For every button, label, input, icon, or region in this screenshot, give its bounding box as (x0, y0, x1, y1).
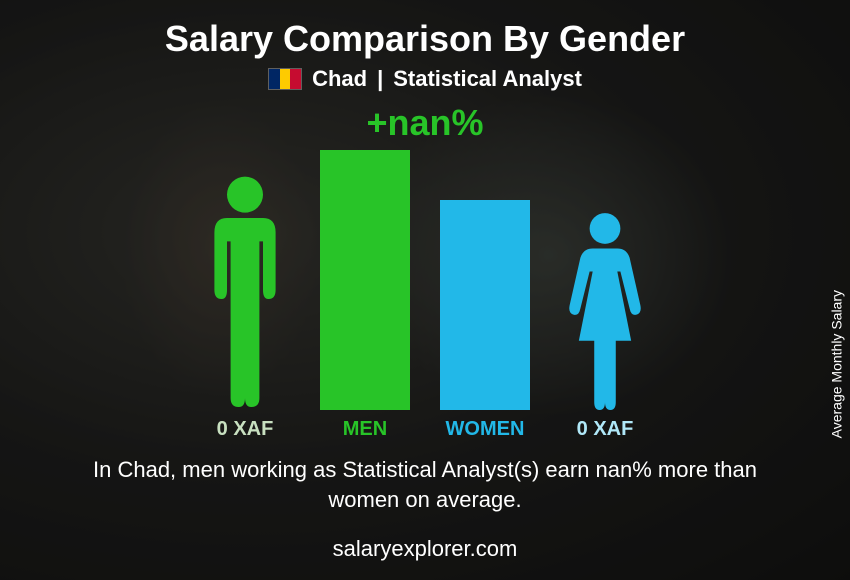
men-category-label: MEN (320, 418, 410, 441)
country-label: Chad (312, 66, 367, 92)
flag-icon (268, 68, 302, 90)
women-bar-column (440, 200, 530, 410)
yaxis-label: Average Monthly Salary (828, 290, 844, 438)
chart-labels-row: 0 XAF MEN WOMEN 0 XAF (0, 418, 850, 441)
infographic-container: Salary Comparison By Gender Chad | Stati… (0, 0, 850, 580)
flag-stripe-1 (269, 69, 280, 89)
job-label: Statistical Analyst (393, 66, 582, 92)
percent-difference-label: +nan% (0, 102, 850, 144)
footer-source: salaryexplorer.com (0, 536, 850, 562)
men-bar (320, 150, 410, 410)
woman-icon (560, 210, 650, 410)
man-icon (200, 170, 290, 410)
title: Salary Comparison By Gender (0, 18, 850, 60)
subtitle: Chad | Statistical Analyst (0, 66, 850, 92)
men-icon-column (200, 170, 290, 410)
separator: | (377, 66, 383, 92)
men-value-label: 0 XAF (200, 418, 290, 441)
women-bar (440, 200, 530, 410)
description-text: In Chad, men working as Statistical Anal… (0, 441, 850, 514)
women-value-label: 0 XAF (560, 418, 650, 441)
women-category-label: WOMEN (440, 418, 530, 441)
men-bar-column (320, 150, 410, 410)
women-icon-column (560, 210, 650, 410)
comparison-chart (0, 140, 850, 410)
flag-stripe-2 (280, 69, 291, 89)
flag-stripe-3 (290, 69, 301, 89)
